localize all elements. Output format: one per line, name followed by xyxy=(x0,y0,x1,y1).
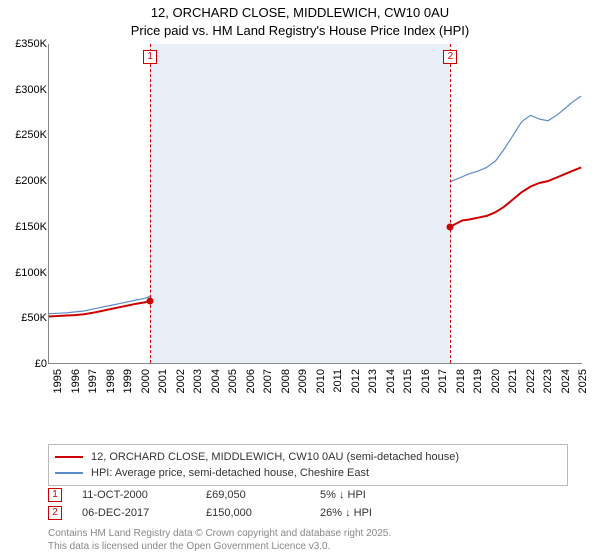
x-tick-label: 2022 xyxy=(525,369,537,393)
title-address: 12, ORCHARD CLOSE, MIDDLEWICH, CW10 0AU xyxy=(0,4,600,22)
chart: £0£50K£100K£150K£200K£250K£300K£350K1995… xyxy=(8,44,592,414)
event-vline xyxy=(450,44,451,363)
legend-row: HPI: Average price, semi-detached house,… xyxy=(55,465,561,481)
x-tick-label: 2013 xyxy=(367,369,379,393)
legend-label: HPI: Average price, semi-detached house,… xyxy=(91,467,369,479)
event-vline xyxy=(150,44,151,363)
y-tick-label: £250K xyxy=(9,129,47,141)
event-date: 11-OCT-2000 xyxy=(82,489,192,501)
attribution-footer: Contains HM Land Registry data © Crown c… xyxy=(48,528,568,553)
x-tick-label: 2015 xyxy=(402,369,414,393)
x-tick-label: 2020 xyxy=(490,369,502,393)
chart-title: 12, ORCHARD CLOSE, MIDDLEWICH, CW10 0AU … xyxy=(0,0,600,39)
x-tick-label: 1997 xyxy=(87,369,99,393)
event-num-box: 2 xyxy=(48,506,62,520)
x-tick-label: 2016 xyxy=(420,369,432,393)
y-tick-label: £200K xyxy=(9,175,47,187)
y-tick-label: £300K xyxy=(9,84,47,96)
x-tick-label: 1999 xyxy=(122,369,134,393)
x-tick-label: 2017 xyxy=(437,369,449,393)
x-tick-label: 2018 xyxy=(455,369,467,393)
footer-line-1: Contains HM Land Registry data © Crown c… xyxy=(48,528,568,541)
y-tick-label: £0 xyxy=(9,358,47,370)
x-tick-label: 2012 xyxy=(350,369,362,393)
event-row: 2 06-DEC-2017 £150,000 26% ↓ HPI xyxy=(48,504,568,522)
x-tick-label: 2014 xyxy=(385,369,397,393)
legend-row: 12, ORCHARD CLOSE, MIDDLEWICH, CW10 0AU … xyxy=(55,449,561,465)
x-tick-label: 2023 xyxy=(542,369,554,393)
x-tick-label: 2025 xyxy=(577,369,589,393)
event-pct: 5% ↓ HPI xyxy=(320,489,460,501)
title-sub: Price paid vs. HM Land Registry's House … xyxy=(0,22,600,40)
x-tick-label: 2001 xyxy=(157,369,169,393)
sale-events-table: 1 11-OCT-2000 £69,050 5% ↓ HPI 2 06-DEC-2017 £… xyxy=(48,486,568,522)
sale-point-dot xyxy=(447,223,454,230)
x-tick-label: 2000 xyxy=(140,369,152,393)
x-tick-label: 1996 xyxy=(70,369,82,393)
shaded-band xyxy=(150,44,450,363)
x-tick-label: 2007 xyxy=(262,369,274,393)
x-tick-label: 2024 xyxy=(560,369,572,393)
y-tick-label: £50K xyxy=(9,312,47,324)
legend-swatch xyxy=(55,472,83,474)
x-tick-label: 2021 xyxy=(507,369,519,393)
x-tick-label: 2011 xyxy=(332,369,344,393)
sale-point-dot xyxy=(147,297,154,304)
x-tick-label: 2002 xyxy=(175,369,187,393)
y-tick-label: £150K xyxy=(9,221,47,233)
event-price: £69,050 xyxy=(206,489,306,501)
y-tick-label: £350K xyxy=(9,38,47,50)
event-date: 06-DEC-2017 xyxy=(82,507,192,519)
event-row: 1 11-OCT-2000 £69,050 5% ↓ HPI xyxy=(48,486,568,504)
legend: 12, ORCHARD CLOSE, MIDDLEWICH, CW10 0AU … xyxy=(48,444,568,486)
x-tick-label: 2006 xyxy=(245,369,257,393)
x-tick-label: 2003 xyxy=(192,369,204,393)
footer-line-2: This data is licensed under the Open Gov… xyxy=(48,541,568,554)
x-tick-label: 2008 xyxy=(280,369,292,393)
event-marker-box: 1 xyxy=(143,50,157,64)
plot-area: £0£50K£100K£150K£200K£250K£300K£350K1995… xyxy=(48,44,582,364)
event-num-box: 1 xyxy=(48,488,62,502)
x-tick-label: 1995 xyxy=(52,369,64,393)
event-price: £150,000 xyxy=(206,507,306,519)
x-tick-label: 2010 xyxy=(315,369,327,393)
x-tick-label: 2005 xyxy=(227,369,239,393)
legend-swatch xyxy=(55,456,83,458)
x-tick-label: 2009 xyxy=(297,369,309,393)
x-tick-label: 2004 xyxy=(210,369,222,393)
event-pct: 26% ↓ HPI xyxy=(320,507,460,519)
x-tick-label: 2019 xyxy=(472,369,484,393)
legend-label: 12, ORCHARD CLOSE, MIDDLEWICH, CW10 0AU … xyxy=(91,451,459,463)
event-marker-box: 2 xyxy=(443,50,457,64)
y-tick-label: £100K xyxy=(9,267,47,279)
x-tick-label: 1998 xyxy=(105,369,117,393)
